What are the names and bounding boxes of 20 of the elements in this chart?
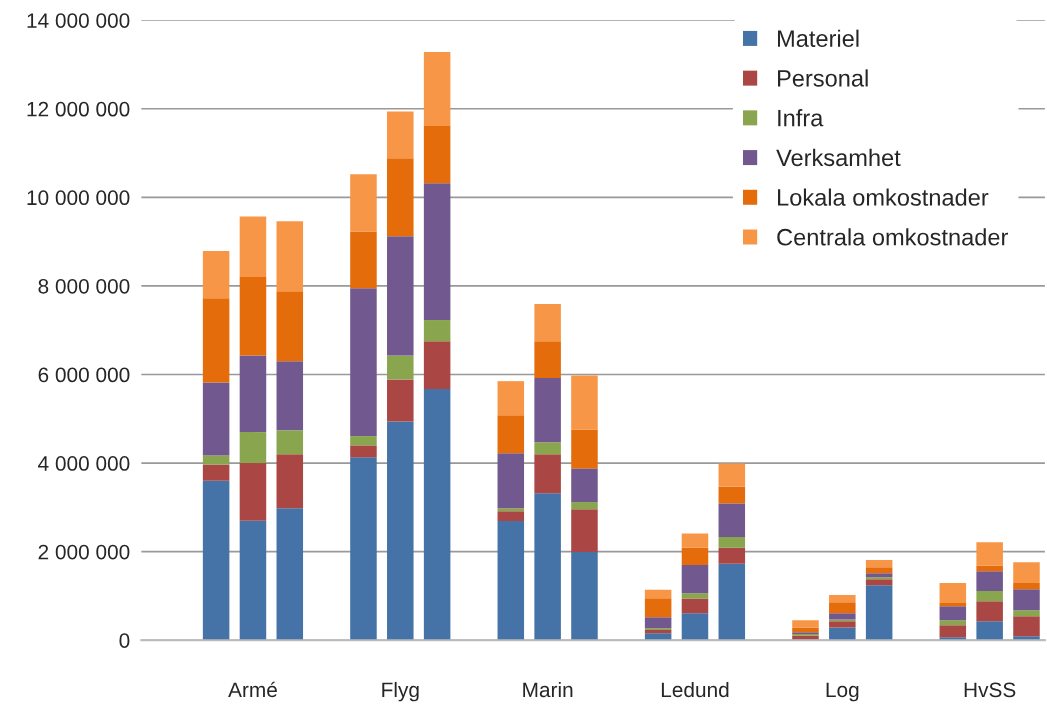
y-tick-label: 6 000 000	[38, 367, 130, 383]
y-tick-label: 14 000 000	[27, 13, 130, 28]
y-tick-label: 12 000 000	[27, 101, 130, 117]
y-tick-label: 10 000 000	[27, 190, 130, 206]
x-tick-label: Log	[826, 682, 859, 702]
legend-label: Centrala omkostnader	[777, 228, 1008, 246]
x-tick-label: Ledund	[661, 681, 729, 698]
y-tick-label: 0	[119, 633, 130, 648]
legend-label: Personal	[778, 69, 868, 87]
x-tick-label: Marin	[523, 681, 573, 698]
legend-label: Materiel	[778, 29, 859, 47]
y-tick-label: 2 000 000	[38, 544, 130, 560]
y-tick-label: 8 000 000	[38, 278, 130, 294]
legend-label: Lokala omkostnader	[778, 188, 989, 206]
legend-label: Verksamhet	[776, 148, 901, 167]
y-tick-label: 4 000 000	[38, 456, 130, 471]
x-tick-label: HvSS	[964, 682, 1016, 698]
x-tick-label: Armé	[228, 681, 277, 698]
legend-label: Infra	[778, 109, 824, 127]
x-tick-label: Flyg	[382, 681, 419, 702]
